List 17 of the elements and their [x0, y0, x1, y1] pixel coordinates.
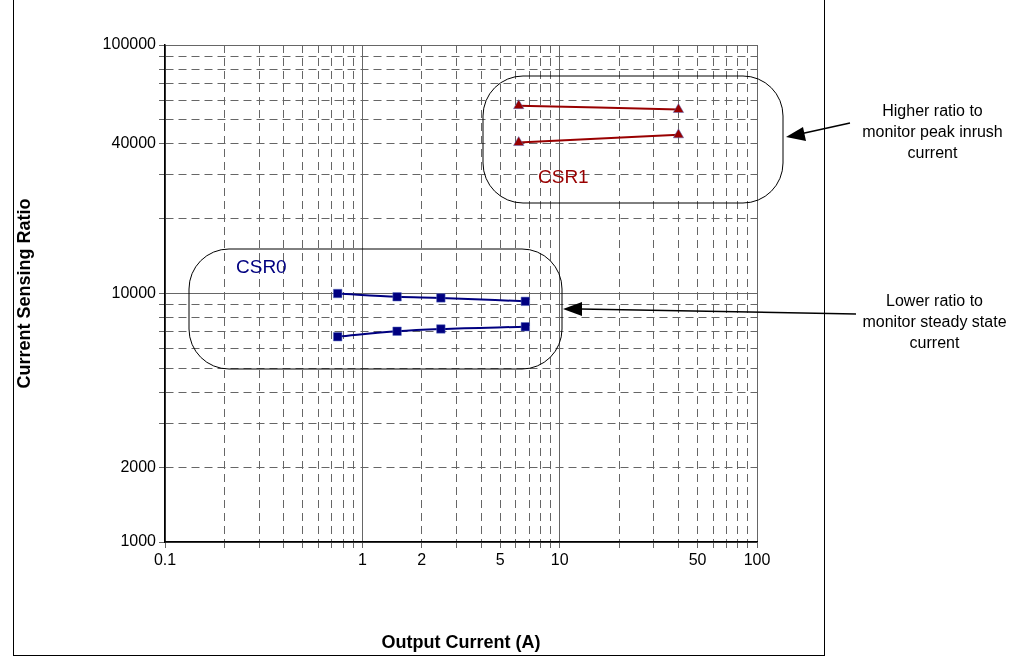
- x-tick-label: 50: [688, 551, 707, 569]
- y-tick-label: 1000: [120, 532, 157, 550]
- x-tick-label: 0.1: [153, 551, 177, 569]
- x-tick-label: 100: [743, 551, 771, 569]
- y-tick-label: 40000: [111, 134, 157, 152]
- y-tick-label: 100000: [102, 35, 157, 53]
- x-axis-title: Output Current (A): [381, 632, 541, 653]
- x-tick-label: 1: [357, 551, 367, 569]
- text: Lower ratio to monitor steady state current: [862, 291, 1007, 353]
- x-tick-label: 5: [495, 551, 505, 569]
- x-tick-label: 2: [417, 551, 427, 569]
- y-tick-label: 2000: [120, 457, 157, 475]
- y-axis-title: Current Sensing Ratio: [13, 198, 34, 389]
- annotation: CSR0: [236, 256, 287, 277]
- text: Higher ratio to monitor peak inrush current: [861, 101, 1004, 163]
- y-tick-label: 10000: [111, 283, 157, 301]
- x-tick-label: 10: [550, 551, 569, 569]
